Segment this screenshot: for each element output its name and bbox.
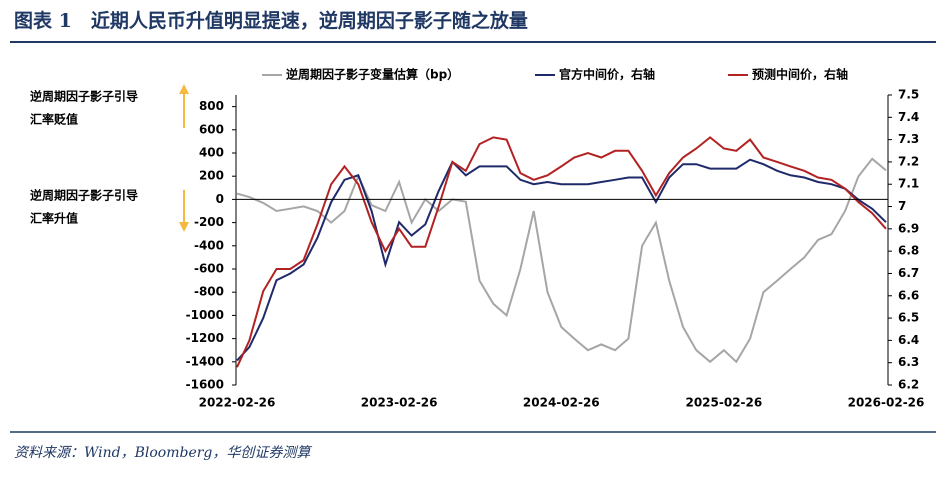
y-tick-label: -400 (194, 238, 224, 252)
y-tick-label: 200 (199, 169, 224, 183)
y2-tick-label: 7.5 (898, 88, 919, 102)
y-tick-label: -1600 (186, 378, 224, 392)
y2-tick-label: 6.7 (898, 266, 919, 280)
legend-label: 官方中间价，右轴 (559, 67, 655, 82)
y2-tick-label: 7.2 (898, 154, 919, 168)
x-tick-label: 2022-02-26 (199, 396, 276, 410)
y2-tick-label: 6.2 (898, 378, 919, 392)
y-tick-label: 800 (199, 99, 224, 113)
y2-tick-label: 6.5 (898, 311, 919, 325)
y2-tick-label: 6.6 (898, 288, 919, 302)
y2-tick-label: 7.3 (898, 132, 919, 146)
y-tick-label: -200 (194, 215, 224, 229)
y2-tick-label: 7 (898, 199, 906, 213)
y-tick-label: -1200 (186, 331, 224, 345)
series-line (236, 158, 887, 362)
y-tick-label: -800 (194, 285, 224, 299)
x-tick-label: 2026-02-26 (848, 396, 925, 410)
y-tick-label: 0 (216, 192, 224, 206)
arrow-down (179, 190, 189, 232)
y2-tick-label: 7.4 (898, 110, 919, 124)
annotation: 汇率贬值 (30, 112, 78, 127)
y2-tick-label: 6.4 (898, 333, 919, 347)
y-tick-label: -1400 (186, 354, 224, 368)
x-tick-label: 2023-02-26 (361, 396, 438, 410)
annotation: 汇率升值 (30, 211, 78, 226)
chart-title: 图表 1 近期人民币升值明显提速，逆周期因子影子随之放量 (14, 9, 528, 32)
y-tick-label: 600 (199, 122, 224, 136)
y2-tick-label: 6.8 (898, 244, 919, 258)
series-line (236, 157, 887, 364)
y2-tick-label: 6.9 (898, 221, 919, 235)
series-line (236, 136, 887, 368)
x-tick-label: 2024-02-26 (523, 396, 600, 410)
y-tick-label: -600 (194, 262, 224, 276)
y2-tick-label: 7.1 (898, 177, 919, 191)
annotation: 逆周期因子影子引导 (30, 89, 138, 104)
arrow-up (179, 84, 189, 128)
y-tick-label: 400 (199, 146, 224, 160)
y2-tick-label: 6.3 (898, 355, 919, 369)
legend-label: 预测中间价，右轴 (752, 67, 848, 82)
source: 资料来源：Wind，Bloomberg，华创证券测算 (14, 445, 312, 461)
annotation: 逆周期因子影子引导 (30, 188, 138, 203)
x-tick-label: 2025-02-26 (685, 396, 762, 410)
legend-label: 逆周期因子影子变量估算（bp） (286, 67, 459, 82)
y-tick-label: -1000 (186, 308, 224, 322)
